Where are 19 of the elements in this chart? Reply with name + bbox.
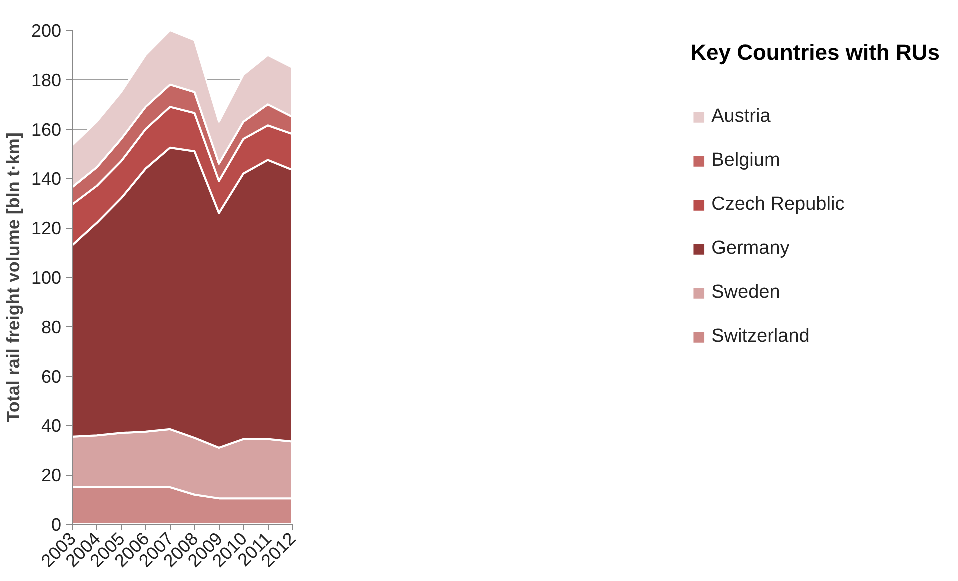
legend-label: Czech Republic [712,194,845,216]
y-tick-label: 120 [31,218,62,239]
y-tick-label: 100 [31,268,62,288]
y-axis-title: Total rail freight volume [bln t·km] [3,132,24,422]
y-tick-label: 20 [41,466,62,486]
legend-label: Austria [712,106,771,128]
y-tick-label: 200 [31,21,62,41]
y-tick-label: 0 [51,515,62,535]
y-tick-label: 60 [41,366,62,387]
legend-label: Sweden [712,282,780,304]
legend-label: Germany [712,238,790,260]
legend-label: Switzerland [712,326,810,348]
y-tick-label: 140 [31,169,62,190]
legend-title: Key Countries with RUs [690,40,940,66]
y-tick-label: 180 [31,70,62,90]
legend-label: Belgium [712,150,780,172]
y-tick-label: 40 [41,416,62,436]
y-tick-label: 160 [31,120,62,140]
y-tick-label: 80 [41,317,62,338]
